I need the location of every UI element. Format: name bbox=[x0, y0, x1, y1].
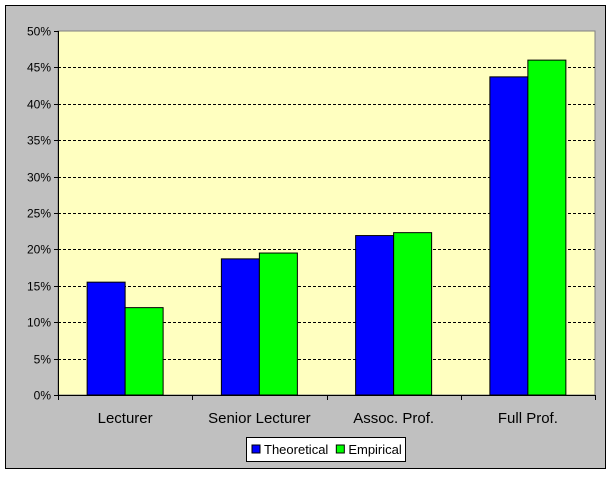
legend: Theoretical Empirical bbox=[246, 437, 406, 462]
legend-label-empirical: Empirical bbox=[348, 442, 402, 457]
y-tick-label: 50% bbox=[27, 25, 51, 39]
axes: 0% 5% 10% 15% 20% 25% 30% 35% 40% 45% 50% Lecturer S… bbox=[27, 25, 596, 427]
bar-empirical-2 bbox=[393, 232, 433, 396]
y-tick-label: 40% bbox=[27, 98, 51, 112]
x-category-label: Lecturer bbox=[98, 410, 153, 427]
bar-empirical-1 bbox=[258, 252, 298, 396]
bar-theoretical-3 bbox=[489, 76, 529, 396]
y-tick-label: 10% bbox=[27, 316, 51, 330]
bars bbox=[86, 59, 567, 396]
y-tick-label: 35% bbox=[27, 134, 51, 148]
legend-label-theoretical: Theoretical bbox=[264, 442, 328, 457]
bar-theoretical-1 bbox=[220, 258, 260, 396]
legend-box bbox=[246, 437, 406, 462]
x-category-label: Full Prof. bbox=[498, 410, 558, 427]
y-tick-label: 0% bbox=[34, 389, 52, 403]
y-tick-label: 5% bbox=[34, 353, 52, 367]
y-tick-label: 15% bbox=[27, 280, 51, 294]
x-category-label: Senior Lecturer bbox=[208, 410, 311, 427]
bar-theoretical-0 bbox=[86, 281, 126, 396]
y-tick-label: 30% bbox=[27, 171, 51, 185]
bar-theoretical-2 bbox=[355, 235, 395, 396]
bar-empirical-0 bbox=[124, 307, 164, 396]
y-tick-label: 20% bbox=[27, 243, 51, 257]
x-category-label: Assoc. Prof. bbox=[353, 410, 434, 427]
legend-swatch-theoretical bbox=[251, 444, 261, 454]
y-tick-label: 25% bbox=[27, 207, 51, 221]
y-tick-label: 45% bbox=[27, 61, 51, 75]
bar-empirical-3 bbox=[527, 59, 567, 396]
legend-swatch-empirical bbox=[335, 444, 345, 454]
